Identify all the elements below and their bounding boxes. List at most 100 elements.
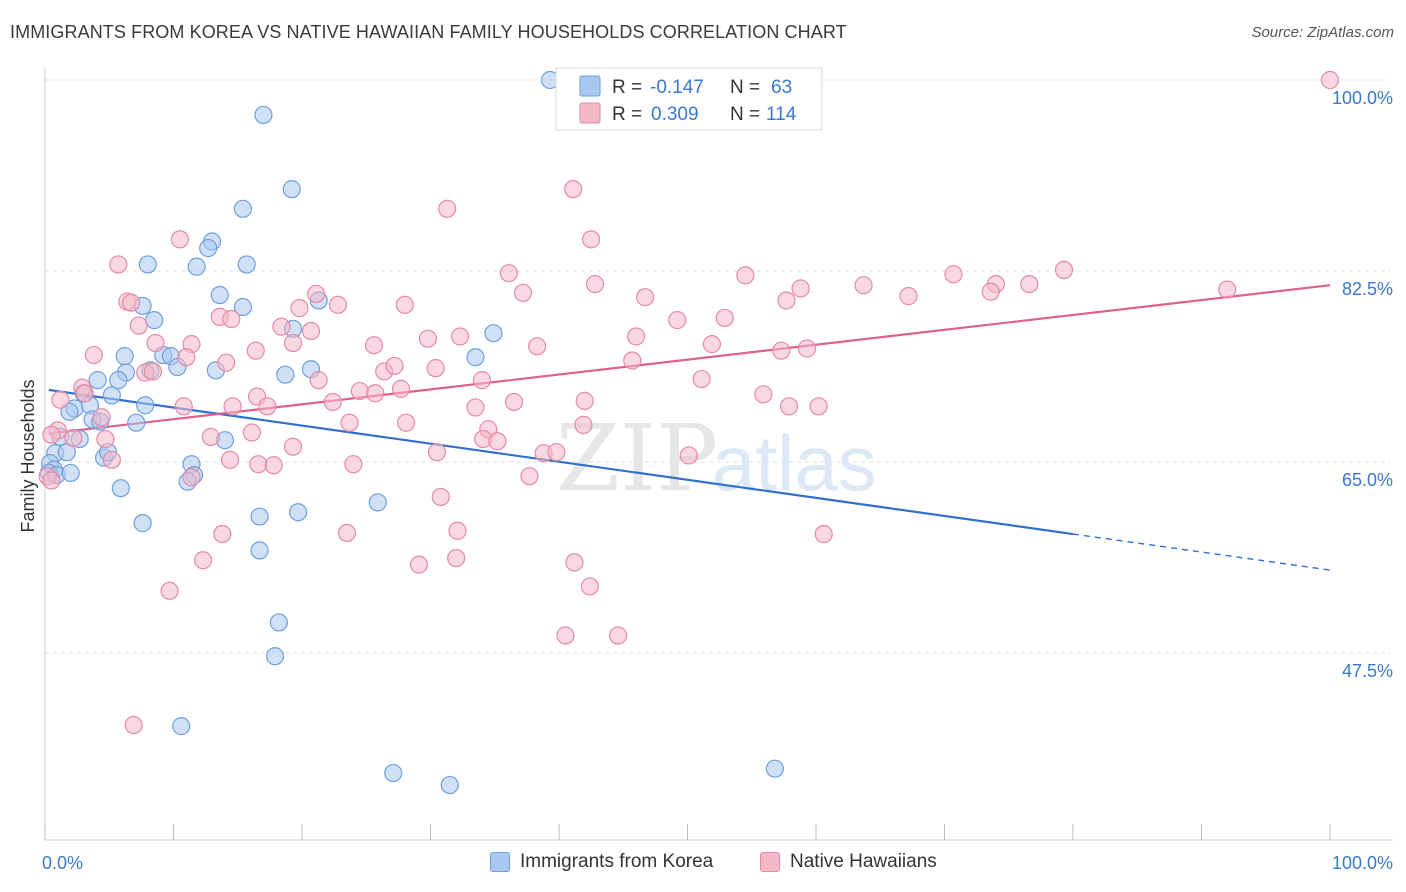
point-blue-6 (138, 255, 157, 274)
legend-n-label-1: N = (730, 77, 760, 98)
legend-r-value-1: -0.147 (650, 77, 704, 98)
point-pink-69 (174, 397, 193, 416)
point-pink-19 (635, 288, 655, 307)
point-blue-7 (187, 257, 206, 276)
point-blue-29 (102, 386, 121, 405)
point-pink-16 (1218, 280, 1237, 299)
source-label: Source: ZipAtlas.com (1251, 24, 1394, 41)
point-pink-65 (323, 392, 342, 412)
point-blue-8 (237, 255, 256, 274)
point-pink-78 (574, 415, 593, 434)
point-pink-48 (217, 353, 236, 372)
point-pink-74 (466, 398, 485, 417)
point-pink-33 (301, 321, 321, 341)
point-pink-40 (364, 336, 384, 355)
point-pink-13 (854, 276, 873, 295)
point-blue-36 (127, 413, 146, 432)
point-pink-22 (395, 295, 414, 314)
point-blue-25 (276, 365, 295, 384)
point-pink-62 (75, 384, 94, 403)
point-pink-61 (366, 384, 385, 403)
point-pink-112 (556, 626, 575, 645)
stats-legend: R = -0.147 N = 63 R = 0.309 N = 114 (555, 67, 823, 131)
point-pink-9 (1054, 260, 1074, 280)
point-pink-110 (580, 577, 599, 596)
point-pink-0 (1320, 70, 1340, 90)
point-pink-77 (340, 413, 359, 432)
point-pink-115 (220, 450, 240, 469)
point-pink-7 (736, 266, 755, 285)
point-pink-101 (431, 487, 450, 507)
point-pink-94 (249, 455, 268, 474)
point-blue-55 (250, 507, 269, 526)
point-pink-28 (222, 309, 241, 329)
point-pink-25 (307, 284, 326, 304)
trend-line-blue-extension (1072, 533, 1331, 571)
legend-n-label-2: N = (730, 104, 760, 125)
point-pink-42 (702, 335, 722, 354)
point-blue-30 (136, 396, 155, 415)
point-pink-105 (814, 524, 833, 544)
point-pink-59 (391, 379, 411, 398)
point-pink-30 (668, 311, 687, 330)
point-pink-84 (201, 427, 220, 446)
point-blue-19 (466, 348, 485, 367)
point-pink-41 (528, 337, 547, 356)
point-pink-64 (51, 390, 70, 409)
point-pink-68 (575, 391, 594, 410)
legend-item-hawaiians: Native Hawaiians (760, 851, 937, 873)
point-pink-70 (223, 397, 242, 416)
point-pink-10 (1020, 274, 1039, 294)
point-pink-87 (488, 432, 507, 451)
point-pink-24 (290, 299, 309, 318)
point-pink-14 (791, 279, 810, 298)
point-blue-57 (250, 541, 269, 560)
gridlines (45, 79, 1390, 654)
point-blue-62 (440, 775, 459, 795)
point-pink-2 (438, 199, 457, 218)
point-pink-57 (692, 369, 711, 389)
point-pink-81 (242, 423, 261, 442)
watermark-atlas: atlas (712, 419, 877, 507)
point-pink-109 (409, 555, 429, 574)
legend-r-value-2: 0.309 (651, 104, 699, 125)
legend-item-korea: Immigrants from Korea (490, 851, 713, 873)
point-blue-47 (61, 463, 80, 483)
point-pink-44 (797, 339, 817, 358)
legend-n-value-2: 114 (766, 104, 797, 125)
point-blue-15 (484, 324, 503, 343)
point-pink-39 (146, 333, 165, 353)
point-blue-1 (254, 105, 273, 125)
point-pink-45 (246, 341, 265, 360)
axes (44, 68, 1393, 841)
point-pink-89 (427, 443, 447, 462)
point-pink-49 (426, 359, 445, 378)
point-pink-83 (64, 428, 83, 448)
point-pink-93 (102, 450, 121, 469)
point-pink-96 (264, 456, 283, 475)
point-pink-103 (337, 523, 357, 543)
point-pink-63 (754, 385, 773, 404)
point-pink-56 (472, 371, 491, 390)
point-pink-15 (981, 282, 1000, 301)
point-blue-63 (765, 759, 784, 778)
point-pink-5 (109, 255, 128, 274)
point-pink-3 (582, 230, 601, 249)
point-blue-27 (109, 371, 128, 390)
point-blue-61 (384, 763, 403, 783)
chart-title: IMMIGRANTS FROM KOREA VS NATIVE HAWAIIAN… (10, 22, 847, 42)
point-blue-56 (289, 503, 308, 522)
point-pink-98 (520, 467, 539, 486)
point-pink-97 (182, 468, 201, 487)
point-blue-5 (199, 238, 218, 258)
legend-r-label-1: R = (612, 77, 642, 98)
point-pink-108 (447, 548, 466, 568)
x-tick-label-1: 100.0% (1332, 853, 1393, 873)
point-pink-54 (143, 362, 163, 381)
legend-r-label-2: R = (612, 104, 642, 125)
legend-label-hawaiians: Native Hawaiians (790, 851, 937, 872)
point-pink-92 (679, 446, 698, 465)
point-pink-18 (899, 287, 918, 306)
x-tick-label-0: 0.0% (42, 853, 83, 873)
point-pink-60 (350, 381, 369, 401)
